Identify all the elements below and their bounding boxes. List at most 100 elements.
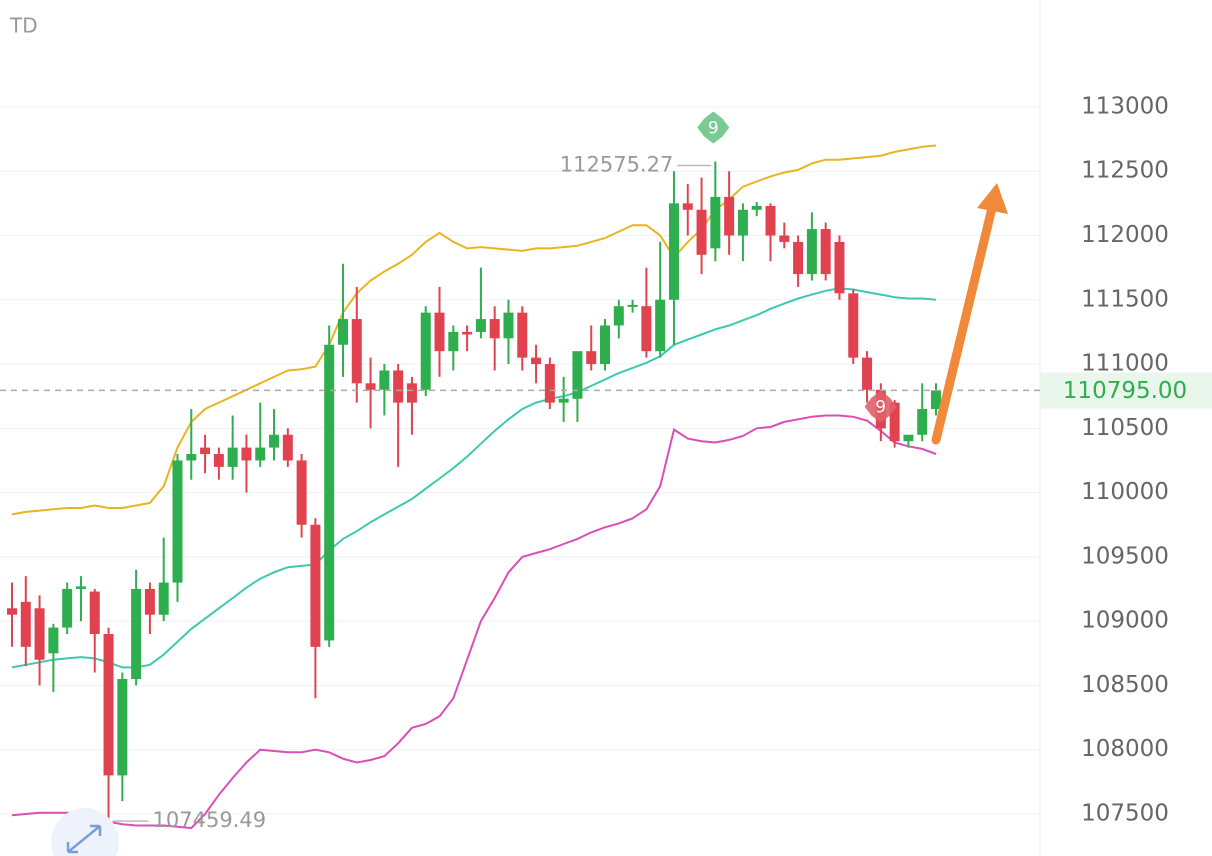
icon-arrows bbox=[66, 824, 102, 854]
expand-icon bbox=[51, 808, 119, 856]
candle-body bbox=[89, 591, 100, 634]
candle-body bbox=[917, 409, 928, 435]
grid bbox=[0, 106, 1040, 815]
candle-body bbox=[931, 390, 941, 410]
candle-body bbox=[724, 196, 735, 236]
candle-body bbox=[365, 383, 376, 390]
candle-body bbox=[324, 344, 335, 641]
td-mark-label: 9 bbox=[875, 398, 886, 418]
candle-body bbox=[310, 524, 321, 647]
candle-body bbox=[572, 351, 583, 399]
y-tick-label: 110000 bbox=[1081, 479, 1169, 505]
candle-body bbox=[586, 351, 597, 365]
last-price-box bbox=[1040, 372, 1212, 409]
candle-body bbox=[682, 203, 693, 210]
candle-body bbox=[213, 454, 224, 467]
candle-body bbox=[420, 312, 431, 390]
candle-body bbox=[241, 447, 252, 461]
candle-body bbox=[848, 293, 859, 358]
candle-body bbox=[448, 331, 459, 352]
candle-body bbox=[296, 460, 307, 525]
annotations: 110795.00 112575.27 107459.49 9 9 bbox=[0, 111, 1212, 832]
candle-body bbox=[862, 357, 873, 390]
candle-body bbox=[269, 434, 280, 448]
candle-body bbox=[544, 364, 555, 403]
band-line bbox=[11, 287, 937, 669]
candle-body bbox=[158, 582, 169, 615]
candle-body bbox=[200, 447, 211, 455]
candle-body bbox=[765, 205, 776, 236]
candle-body bbox=[227, 447, 238, 467]
y-tick-label: 113000 bbox=[1081, 93, 1169, 119]
candle-body bbox=[186, 454, 197, 461]
td-mark-label: 9 bbox=[708, 119, 719, 139]
candle-body bbox=[503, 312, 514, 339]
indicator-label: TD bbox=[9, 14, 38, 38]
y-tick-label: 109000 bbox=[1081, 608, 1169, 634]
y-tick-label: 112500 bbox=[1081, 158, 1169, 184]
candle-body bbox=[7, 608, 17, 615]
candle-body bbox=[62, 589, 73, 628]
candle-body bbox=[351, 319, 362, 384]
candle-body bbox=[903, 434, 914, 442]
candle-body bbox=[489, 319, 500, 339]
candle-body bbox=[144, 589, 155, 615]
candle-body bbox=[406, 383, 417, 403]
candle-body bbox=[462, 331, 473, 335]
y-tick-label: 109500 bbox=[1081, 543, 1169, 569]
candle-body bbox=[337, 319, 348, 345]
candle-body bbox=[668, 203, 679, 300]
trend-arrow bbox=[931, 183, 1008, 445]
band-line bbox=[11, 414, 937, 830]
min-label: 107459.49 bbox=[153, 808, 267, 832]
y-tick-label: 111000 bbox=[1081, 351, 1169, 377]
candle-body bbox=[34, 608, 45, 660]
y-tick-label: 112000 bbox=[1081, 222, 1169, 248]
last-price-label: 110795.00 bbox=[1063, 378, 1187, 404]
candle-body bbox=[517, 312, 528, 358]
td-mark bbox=[697, 111, 730, 144]
candle-body bbox=[655, 299, 666, 352]
candle-body bbox=[641, 306, 652, 352]
candle-body bbox=[779, 235, 790, 242]
y-tick-label: 110500 bbox=[1081, 415, 1169, 441]
candle-body bbox=[737, 209, 748, 236]
candle-body bbox=[613, 306, 624, 326]
candle-body bbox=[820, 229, 831, 275]
max-label: 112575.27 bbox=[560, 153, 674, 177]
candle-body bbox=[379, 370, 390, 390]
candle-body bbox=[889, 402, 900, 442]
y-tick-label: 107500 bbox=[1081, 800, 1169, 826]
candle-body bbox=[531, 357, 542, 365]
bands bbox=[11, 144, 937, 830]
arrow-head bbox=[977, 183, 1008, 214]
arrow-shaft bbox=[931, 203, 997, 445]
candle-body bbox=[710, 196, 721, 249]
candle-body bbox=[806, 229, 817, 275]
candle-body bbox=[434, 312, 445, 352]
candle-body bbox=[600, 325, 611, 365]
candle-body bbox=[793, 241, 804, 275]
candle-body bbox=[75, 586, 86, 590]
candle-body bbox=[20, 601, 31, 647]
y-tick-label: 111500 bbox=[1081, 286, 1169, 312]
candle-body bbox=[558, 398, 569, 403]
band-line bbox=[11, 144, 937, 516]
candle-body bbox=[475, 319, 486, 332]
candle-body bbox=[117, 678, 128, 776]
candle-body bbox=[393, 370, 404, 403]
y-tick-label: 108500 bbox=[1081, 672, 1169, 698]
td-mark bbox=[864, 390, 897, 423]
candle-body bbox=[255, 447, 266, 461]
candle-body bbox=[131, 589, 142, 679]
candle-body bbox=[751, 205, 762, 210]
candles bbox=[7, 161, 941, 820]
candle-body bbox=[282, 434, 293, 461]
candle-body bbox=[172, 460, 183, 583]
candle-body bbox=[696, 209, 707, 255]
candle-body bbox=[103, 633, 114, 776]
candle-body bbox=[627, 304, 638, 307]
y-tick-label: 108000 bbox=[1081, 736, 1169, 762]
candle-body bbox=[48, 627, 59, 654]
